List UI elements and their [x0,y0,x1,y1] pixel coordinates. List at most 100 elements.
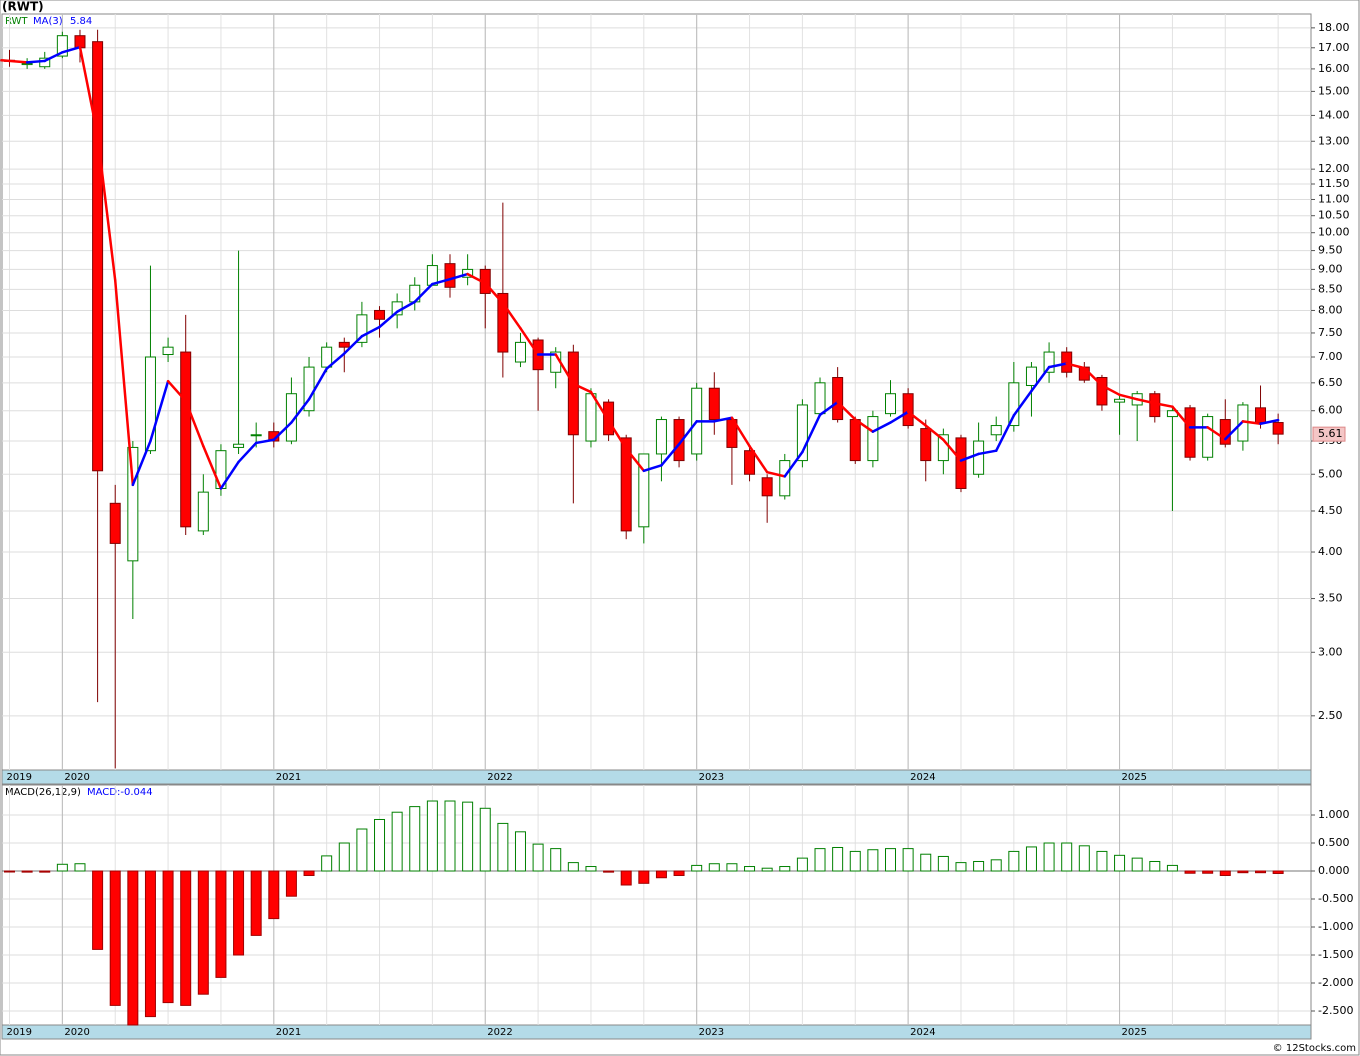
macd-bar [162,870,174,1004]
x-tick-label: 2022 [487,772,512,783]
ma-line [149,379,170,443]
legend-symbol: RWT [5,16,28,27]
y-tick-label: 8.00 [1318,303,1343,316]
ma-line [1030,365,1051,393]
ma-line [466,272,487,285]
ma-line [713,416,734,423]
candle-body [1008,382,1020,427]
macd-bar [1061,842,1073,872]
y-tick-label: 10.00 [1318,226,1350,239]
macd-bar [462,801,474,872]
ma-line [113,279,135,487]
ma-line [1135,398,1157,405]
y-tick-label: 6.50 [1318,376,1343,389]
candle-body [444,263,456,288]
macd-bar [356,828,368,872]
macd-bar [1131,857,1143,872]
chart-title: (RWT) [2,0,44,14]
macd-bar [39,870,51,873]
last-price-box [1312,426,1346,442]
macd-bar [92,870,104,950]
ma-line [1153,401,1174,408]
macd-bar [973,860,985,872]
date-strip [1,769,1312,785]
candle-body [708,387,720,421]
last-price-label: 5.61 [1318,427,1343,440]
y-tick-label: 0.500 [1318,836,1350,849]
candle-body [497,292,509,353]
ma-line [290,398,311,424]
y-tick-label: 17.00 [1318,41,1350,54]
x-tick-label: 2020 [64,772,89,783]
ma-line [1047,362,1068,369]
candle-body [1184,407,1196,458]
ma-line [1241,420,1262,425]
macd-bar [990,859,1002,872]
ma-line [1083,366,1104,387]
footer: © 12Stocks.com [1273,1043,1356,1054]
candle-body [744,450,756,475]
macd-bar [726,863,738,872]
macd-bar [1008,850,1020,872]
candle-body [638,453,650,528]
macd-bar [532,843,544,872]
ma-line [96,134,117,282]
y-tick-label: 16.00 [1318,62,1350,75]
macd-bar [779,866,791,872]
candle-body [180,351,192,528]
candle-body [1043,351,1055,373]
macd-bar [691,864,703,872]
ma-line [431,277,452,286]
y-tick-label: 6.00 [1318,404,1343,417]
ma-line [413,282,434,304]
candle-body [937,434,949,462]
candle-body [1061,351,1073,373]
macd-bar [585,866,597,872]
candle-body [885,393,896,415]
ma-line [360,325,381,338]
x-tick-label: 2019 [7,1027,32,1038]
macd-bar [1114,854,1126,872]
legend-ma: MA(3) [33,16,63,27]
ma-line [61,45,82,54]
ma-line [395,300,417,314]
macd-bar [197,870,209,995]
macd-bar [1096,850,1108,872]
macd-bar [268,870,280,920]
candle-body [1255,407,1267,424]
candle-body [849,419,861,462]
y-tick-label: 3.50 [1318,592,1343,605]
y-tick-label: 3.00 [1318,645,1343,658]
candle-body [1025,366,1037,387]
macd-bar [514,831,526,872]
ma-line [131,439,152,487]
legend-macd: MACD(26,12,9) [5,787,81,798]
ma-line [1065,362,1086,370]
macd-bar [321,855,333,872]
ma-line [1100,384,1121,397]
macd-bar [180,870,192,1006]
macd-bar [920,853,932,872]
macd-bar [1043,842,1055,872]
ma-line [977,449,998,456]
ma-line [924,424,945,442]
ma-line [642,464,663,473]
ma-line [0,59,29,64]
candle-body [1272,422,1284,435]
macd-bar [1272,870,1284,874]
candle-body [1096,377,1108,406]
macd-bar [1219,870,1231,876]
candle-body [1114,398,1126,403]
candle-body [673,419,685,462]
candle-body [109,502,121,544]
ma-line [519,327,540,356]
macd-bar [426,800,438,872]
ma-line [1206,426,1227,441]
ma-line [202,444,223,490]
candle-body [567,351,579,436]
ma-line [483,281,505,305]
x-tick-label: 2024 [910,772,935,783]
macd-bar [409,806,421,872]
y-tick-label: 14.00 [1318,108,1350,121]
